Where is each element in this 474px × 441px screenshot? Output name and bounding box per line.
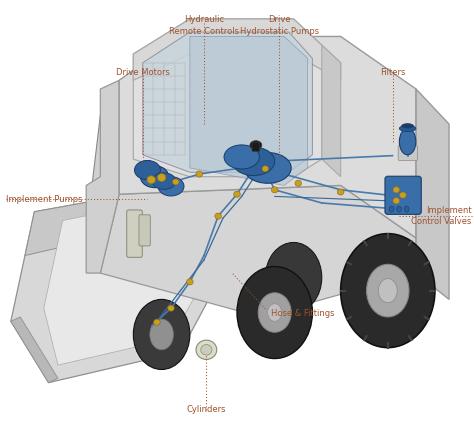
Ellipse shape (378, 279, 397, 303)
Polygon shape (133, 19, 322, 177)
Ellipse shape (265, 243, 322, 313)
Ellipse shape (401, 123, 413, 128)
Circle shape (234, 191, 240, 197)
Ellipse shape (399, 125, 416, 131)
Polygon shape (416, 89, 449, 299)
Text: Filters: Filters (380, 68, 405, 77)
Circle shape (196, 340, 217, 359)
Ellipse shape (140, 166, 169, 187)
Circle shape (272, 187, 278, 193)
Polygon shape (11, 317, 58, 383)
Circle shape (295, 180, 301, 186)
Ellipse shape (244, 153, 291, 183)
Circle shape (196, 171, 202, 177)
Circle shape (262, 166, 269, 172)
Circle shape (157, 174, 166, 182)
Ellipse shape (135, 161, 160, 180)
FancyBboxPatch shape (385, 176, 421, 214)
Polygon shape (25, 186, 246, 255)
Ellipse shape (399, 128, 416, 155)
Ellipse shape (404, 206, 409, 212)
Text: Cylinders: Cylinders (187, 405, 226, 414)
Ellipse shape (258, 293, 291, 332)
Text: Hose & Fittings: Hose & Fittings (271, 309, 335, 318)
Polygon shape (86, 80, 119, 273)
Circle shape (147, 176, 155, 184)
Ellipse shape (152, 173, 176, 189)
Ellipse shape (150, 319, 173, 350)
Circle shape (393, 198, 400, 204)
Circle shape (187, 279, 193, 285)
Text: Implement
Control Valves: Implement Control Valves (411, 206, 472, 226)
Polygon shape (100, 186, 416, 317)
Polygon shape (119, 37, 416, 238)
Ellipse shape (397, 206, 401, 212)
Circle shape (215, 213, 221, 219)
Text: Hydraulic
Remote Controls: Hydraulic Remote Controls (169, 15, 239, 36)
Circle shape (400, 192, 406, 198)
FancyBboxPatch shape (398, 146, 418, 161)
Text: Drive
Hydrostatic Pumps: Drive Hydrostatic Pumps (240, 15, 319, 36)
Ellipse shape (389, 206, 394, 212)
Circle shape (201, 344, 212, 355)
Ellipse shape (237, 266, 312, 359)
Ellipse shape (232, 147, 275, 176)
Ellipse shape (366, 264, 409, 317)
Ellipse shape (268, 304, 282, 321)
Ellipse shape (250, 141, 262, 149)
Polygon shape (133, 19, 341, 80)
Polygon shape (209, 229, 261, 273)
Text: Drive Motors: Drive Motors (116, 68, 170, 77)
Text: Implement Pumps: Implement Pumps (6, 195, 82, 204)
Circle shape (168, 305, 174, 311)
FancyBboxPatch shape (127, 210, 142, 257)
Ellipse shape (133, 299, 190, 370)
Polygon shape (11, 186, 246, 383)
Ellipse shape (341, 234, 435, 348)
Polygon shape (190, 37, 308, 186)
Circle shape (154, 319, 160, 325)
Polygon shape (143, 32, 312, 172)
Ellipse shape (224, 145, 259, 169)
FancyBboxPatch shape (252, 142, 260, 151)
FancyBboxPatch shape (139, 215, 150, 246)
Ellipse shape (158, 177, 184, 196)
Polygon shape (322, 45, 341, 177)
Circle shape (337, 189, 344, 195)
Circle shape (173, 179, 179, 185)
Circle shape (393, 187, 400, 193)
Polygon shape (44, 198, 228, 365)
Polygon shape (91, 107, 119, 194)
